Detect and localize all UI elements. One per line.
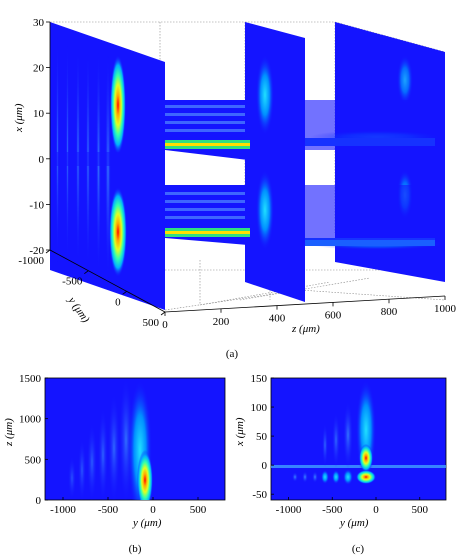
panel-b-tick-x: 500 <box>190 504 207 516</box>
axis-z-label: z (μm) <box>291 323 320 335</box>
panel-c-tick-y: -50 <box>252 489 267 501</box>
panel-c-tick-y: 150 <box>251 373 268 385</box>
tick-z-label: 0 <box>162 319 168 331</box>
panel-b: -1000 -500 0 500 0 500 1000 1500 y (μm) z (μm)… <box>3 373 226 555</box>
panel-c-ylabel: x (μm) <box>234 417 246 447</box>
panel-b-tick-y: 1000 <box>19 414 42 426</box>
tick-z-label: 800 <box>381 306 398 318</box>
tick-y-label-mark <box>160 311 166 316</box>
caption-c: (c) <box>352 543 365 555</box>
panel-b-ylabel: z (μm) <box>3 418 15 447</box>
panel-c-xlabel: y (μm) <box>339 517 369 529</box>
panel-c-tick-y: 100 <box>251 402 268 414</box>
panel-b-tick-y: 500 <box>25 454 42 466</box>
plane-z500 <box>245 22 305 302</box>
tick-z-label: 1000 <box>434 303 457 315</box>
axis-y-label: y (μm) <box>65 294 92 325</box>
panel-c-tick-y: 0 <box>262 460 268 472</box>
tick-z-label: 400 <box>269 313 286 325</box>
panel-c-tick-x: -500 <box>322 504 343 516</box>
axis-z-um: 0 200 400 600 800 1000 z (μm) <box>162 295 457 335</box>
panel-c-tick-y: 50 <box>256 431 268 443</box>
caption-b: (b) <box>129 543 142 555</box>
tick-y-label-mark <box>84 270 89 274</box>
tick-y-label-mark <box>122 291 127 295</box>
tick-z-label: 200 <box>213 316 230 328</box>
plane-z0 <box>50 22 165 310</box>
panel-b-tick-y: 0 <box>36 495 42 507</box>
panel-c-tick-x: 500 <box>412 504 429 516</box>
tick-z-label: 600 <box>325 309 342 321</box>
panel-b-tick-x: 0 <box>150 504 156 516</box>
panel-b-field <box>68 378 153 500</box>
tick-x-label: 30 <box>33 17 45 29</box>
panel-b-tick-x: -1000 <box>50 504 76 516</box>
tick-y-label-mark <box>45 249 51 254</box>
panel-c-field <box>271 380 446 485</box>
panel-b-xlabel: y (μm) <box>132 517 162 529</box>
tick-y-label: -1000 <box>18 255 44 267</box>
axis-x-um: 30 20 10 0 -10 -20 x (μm) <box>13 17 51 257</box>
tick-y-label: 0 <box>115 296 121 308</box>
tick-x-label: -10 <box>29 199 44 211</box>
tick-x-label: 0 <box>39 154 45 166</box>
panel-c-tick-x: -1000 <box>276 504 302 516</box>
tick-x-label: -20 <box>29 245 44 257</box>
tick-x-label: 10 <box>33 108 45 120</box>
panel-c-tick-x: 0 <box>373 504 379 516</box>
panel-b-tick-y: 1500 <box>19 373 42 385</box>
tick-x-label: 20 <box>33 63 45 75</box>
tick-y-label: 500 <box>143 317 160 329</box>
panel-b-tick-x: -500 <box>98 504 119 516</box>
caption-a: (a) <box>226 348 239 360</box>
axis-x-label: x (μm) <box>13 103 25 133</box>
tick-y-label: -500 <box>62 276 83 288</box>
beam-slices <box>165 100 440 246</box>
